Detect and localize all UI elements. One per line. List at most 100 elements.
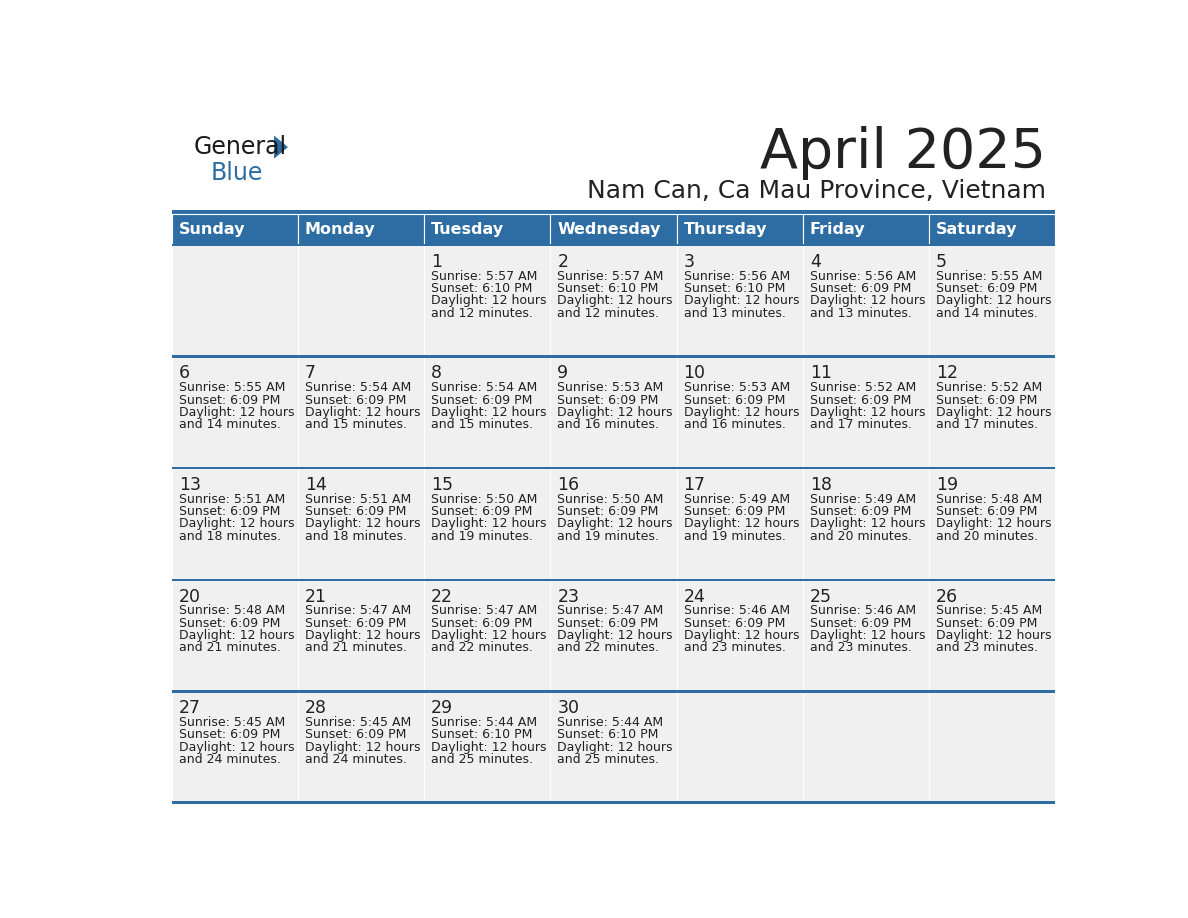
Bar: [550, 468, 677, 580]
Text: Daylight: 12 hours: Daylight: 12 hours: [178, 741, 295, 754]
Text: 27: 27: [178, 700, 201, 717]
Text: Sunset: 6:10 PM: Sunset: 6:10 PM: [683, 282, 785, 295]
Text: Sunrise: 5:45 AM: Sunrise: 5:45 AM: [305, 716, 411, 729]
Bar: [677, 580, 803, 691]
Text: and 19 minutes.: and 19 minutes.: [557, 530, 659, 543]
Text: and 12 minutes.: and 12 minutes.: [557, 307, 659, 319]
Bar: [172, 214, 298, 245]
Text: 11: 11: [810, 364, 832, 382]
Text: Daylight: 12 hours: Daylight: 12 hours: [431, 629, 546, 642]
Bar: [424, 214, 550, 245]
Bar: [550, 691, 677, 803]
Text: Sunrise: 5:47 AM: Sunrise: 5:47 AM: [557, 604, 664, 618]
Polygon shape: [274, 136, 287, 159]
Bar: [298, 214, 424, 245]
Text: 28: 28: [305, 700, 327, 717]
Text: and 14 minutes.: and 14 minutes.: [936, 307, 1038, 319]
Bar: [172, 356, 298, 468]
Text: 12: 12: [936, 364, 958, 382]
Text: Sunrise: 5:49 AM: Sunrise: 5:49 AM: [810, 493, 916, 506]
Text: Daylight: 12 hours: Daylight: 12 hours: [178, 518, 295, 531]
Bar: [172, 802, 1055, 804]
Text: and 21 minutes.: and 21 minutes.: [305, 642, 406, 655]
Text: Sunset: 6:09 PM: Sunset: 6:09 PM: [178, 617, 280, 630]
Text: Sunset: 6:09 PM: Sunset: 6:09 PM: [178, 729, 280, 742]
Bar: [172, 468, 298, 580]
Text: Sunrise: 5:46 AM: Sunrise: 5:46 AM: [683, 604, 790, 618]
Text: Sunset: 6:09 PM: Sunset: 6:09 PM: [305, 505, 406, 518]
Text: and 13 minutes.: and 13 minutes.: [683, 307, 785, 319]
Text: and 19 minutes.: and 19 minutes.: [683, 530, 785, 543]
Bar: [172, 800, 1055, 804]
Text: Daylight: 12 hours: Daylight: 12 hours: [178, 406, 295, 419]
Text: 1: 1: [431, 252, 442, 271]
Bar: [803, 580, 929, 691]
Text: April 2025: April 2025: [760, 126, 1045, 180]
Text: Sunrise: 5:47 AM: Sunrise: 5:47 AM: [431, 604, 537, 618]
Text: Sunrise: 5:55 AM: Sunrise: 5:55 AM: [936, 270, 1042, 283]
Text: 19: 19: [936, 476, 959, 494]
Text: Sunrise: 5:56 AM: Sunrise: 5:56 AM: [810, 270, 916, 283]
Text: and 16 minutes.: and 16 minutes.: [683, 419, 785, 431]
Text: Tuesday: Tuesday: [431, 222, 504, 237]
Text: Daylight: 12 hours: Daylight: 12 hours: [557, 294, 672, 308]
Text: and 17 minutes.: and 17 minutes.: [810, 419, 912, 431]
Text: Sunrise: 5:53 AM: Sunrise: 5:53 AM: [683, 381, 790, 394]
Text: and 23 minutes.: and 23 minutes.: [683, 642, 785, 655]
Bar: [298, 691, 424, 803]
Text: Daylight: 12 hours: Daylight: 12 hours: [683, 294, 800, 308]
Text: Daylight: 12 hours: Daylight: 12 hours: [810, 294, 925, 308]
Text: Daylight: 12 hours: Daylight: 12 hours: [431, 741, 546, 754]
Bar: [424, 356, 550, 468]
Text: Daylight: 12 hours: Daylight: 12 hours: [557, 629, 672, 642]
Text: and 18 minutes.: and 18 minutes.: [305, 530, 407, 543]
Text: and 16 minutes.: and 16 minutes.: [557, 419, 659, 431]
Text: and 17 minutes.: and 17 minutes.: [936, 419, 1038, 431]
Text: Sunrise: 5:57 AM: Sunrise: 5:57 AM: [557, 270, 664, 283]
Text: 10: 10: [683, 364, 706, 382]
Text: Sunset: 6:09 PM: Sunset: 6:09 PM: [178, 505, 280, 518]
Text: 24: 24: [683, 588, 706, 606]
Text: Sunset: 6:09 PM: Sunset: 6:09 PM: [936, 282, 1037, 295]
Bar: [803, 468, 929, 580]
Text: 7: 7: [305, 364, 316, 382]
Bar: [677, 214, 803, 245]
Bar: [172, 245, 298, 356]
Bar: [298, 245, 424, 356]
Bar: [298, 468, 424, 580]
Text: 2: 2: [557, 252, 568, 271]
Text: Sunrise: 5:54 AM: Sunrise: 5:54 AM: [431, 381, 537, 394]
Text: Sunset: 6:10 PM: Sunset: 6:10 PM: [431, 729, 532, 742]
Bar: [550, 580, 677, 691]
Bar: [929, 245, 1055, 356]
Bar: [929, 691, 1055, 803]
Text: 15: 15: [431, 476, 453, 494]
Text: and 24 minutes.: and 24 minutes.: [305, 753, 406, 767]
Text: Sunrise: 5:54 AM: Sunrise: 5:54 AM: [305, 381, 411, 394]
Text: Sunrise: 5:52 AM: Sunrise: 5:52 AM: [810, 381, 916, 394]
Bar: [677, 468, 803, 580]
Text: 16: 16: [557, 476, 580, 494]
Bar: [803, 691, 929, 803]
Text: Sunset: 6:09 PM: Sunset: 6:09 PM: [431, 617, 532, 630]
Text: Daylight: 12 hours: Daylight: 12 hours: [810, 629, 925, 642]
Text: Daylight: 12 hours: Daylight: 12 hours: [936, 629, 1051, 642]
Text: and 15 minutes.: and 15 minutes.: [431, 419, 533, 431]
Text: and 12 minutes.: and 12 minutes.: [431, 307, 533, 319]
Bar: [929, 580, 1055, 691]
Text: 21: 21: [305, 588, 327, 606]
Text: and 23 minutes.: and 23 minutes.: [810, 642, 911, 655]
Text: and 22 minutes.: and 22 minutes.: [431, 642, 533, 655]
Text: Daylight: 12 hours: Daylight: 12 hours: [936, 518, 1051, 531]
Text: and 20 minutes.: and 20 minutes.: [936, 530, 1038, 543]
Text: Sunset: 6:09 PM: Sunset: 6:09 PM: [305, 394, 406, 407]
Text: and 20 minutes.: and 20 minutes.: [810, 530, 912, 543]
Text: Sunrise: 5:56 AM: Sunrise: 5:56 AM: [683, 270, 790, 283]
Text: 29: 29: [431, 700, 454, 717]
Text: Sunrise: 5:46 AM: Sunrise: 5:46 AM: [810, 604, 916, 618]
Text: Sunset: 6:09 PM: Sunset: 6:09 PM: [810, 394, 911, 407]
Bar: [929, 214, 1055, 245]
Text: Sunset: 6:10 PM: Sunset: 6:10 PM: [557, 729, 658, 742]
Text: Sunset: 6:09 PM: Sunset: 6:09 PM: [557, 617, 658, 630]
Bar: [550, 245, 677, 356]
